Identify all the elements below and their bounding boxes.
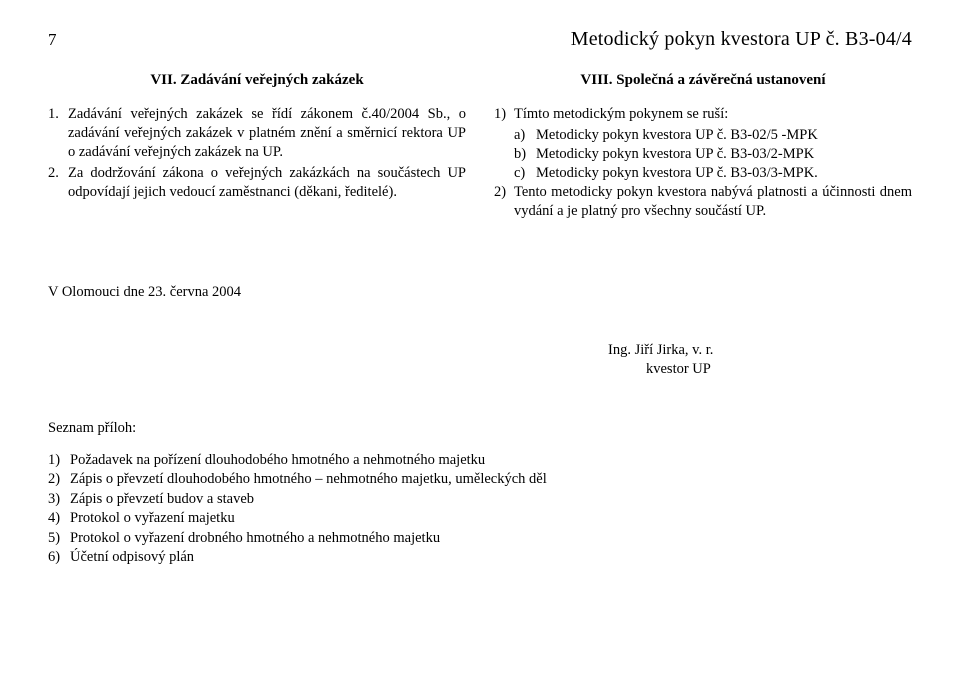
- sub-text: Metodicky pokyn kvestora UP č. B3-02/5 -…: [536, 126, 912, 145]
- item-text: Za dodržování zákona o veřejných zakázká…: [68, 164, 466, 202]
- attachment-text: Zápis o převzetí budov a staveb: [70, 490, 912, 510]
- attachment-number: 2): [48, 470, 70, 490]
- sub-text: Metodicky pokyn kvestora UP č. B3-03/3-M…: [536, 164, 912, 183]
- sub-text: Metodicky pokyn kvestora UP č. B3-03/2-M…: [536, 145, 912, 164]
- item-text: Zadávání veřejných zakázek se řídí zákon…: [68, 105, 466, 162]
- list-item: 1) Tímto metodickým pokynem se ruší:: [494, 105, 912, 124]
- attachments-label: Seznam příloh:: [48, 420, 912, 437]
- attachment-item: 3) Zápis o převzetí budov a staveb: [48, 490, 912, 510]
- header-row: 7 Metodický pokyn kvestora UP č. B3-04/4: [48, 28, 912, 51]
- attachments-list: 1) Požadavek na pořízení dlouhodobého hm…: [48, 451, 912, 568]
- item-number: 1.: [48, 105, 68, 162]
- sub-item: b) Metodicky pokyn kvestora UP č. B3-03/…: [494, 145, 912, 164]
- sub-letter: b): [514, 145, 536, 164]
- signature-role: kvestor UP: [608, 360, 912, 380]
- list-item: 1. Zadávání veřejných zakázek se řídí zá…: [48, 105, 466, 162]
- attachment-number: 1): [48, 451, 70, 471]
- attachment-item: 4) Protokol o vyřazení majetku: [48, 509, 912, 529]
- signature-name: Ing. Jiří Jirka, v. r.: [608, 341, 912, 361]
- attachment-item: 2) Zápis o převzetí dlouhodobého hmotnéh…: [48, 470, 912, 490]
- section-heading-viii: VIII. Společná a závěrečná ustanovení: [494, 71, 912, 91]
- attachment-text: Zápis o převzetí dlouhodobého hmotného –…: [70, 470, 912, 490]
- item-number: 2.: [48, 164, 68, 202]
- attachment-number: 6): [48, 548, 70, 568]
- page-number: 7: [48, 30, 57, 50]
- date-line: V Olomouci dne 23. června 2004: [48, 284, 912, 301]
- attachment-text: Protokol o vyřazení drobného hmotného a …: [70, 529, 912, 549]
- item-number: 2): [494, 183, 514, 221]
- left-column: VII. Zadávání veřejných zakázek 1. Zadáv…: [48, 71, 466, 224]
- list-item: 2) Tento metodicky pokyn kvestora nabývá…: [494, 183, 912, 221]
- signature-block: Ing. Jiří Jirka, v. r. kvestor UP: [608, 341, 912, 380]
- attachment-item: 1) Požadavek na pořízení dlouhodobého hm…: [48, 451, 912, 471]
- attachment-item: 6) Účetní odpisový plán: [48, 548, 912, 568]
- sub-letter: c): [514, 164, 536, 183]
- two-column-body: VII. Zadávání veřejných zakázek 1. Zadáv…: [48, 71, 912, 224]
- attachment-text: Protokol o vyřazení majetku: [70, 509, 912, 529]
- sub-letter: a): [514, 126, 536, 145]
- attachment-number: 5): [48, 529, 70, 549]
- sub-item: c) Metodicky pokyn kvestora UP č. B3-03/…: [494, 164, 912, 183]
- attachment-number: 4): [48, 509, 70, 529]
- attachment-text: Účetní odpisový plán: [70, 548, 912, 568]
- item-number: 1): [494, 105, 514, 124]
- list-item: 2. Za dodržování zákona o veřejných zaká…: [48, 164, 466, 202]
- document-title: Metodický pokyn kvestora UP č. B3-04/4: [571, 28, 912, 51]
- section-heading-vii: VII. Zadávání veřejných zakázek: [48, 71, 466, 91]
- attachment-item: 5) Protokol o vyřazení drobného hmotného…: [48, 529, 912, 549]
- attachment-number: 3): [48, 490, 70, 510]
- sub-item: a) Metodicky pokyn kvestora UP č. B3-02/…: [494, 126, 912, 145]
- item-text: Tímto metodickým pokynem se ruší:: [514, 105, 912, 124]
- right-column: VIII. Společná a závěrečná ustanovení 1)…: [494, 71, 912, 224]
- item-text: Tento metodicky pokyn kvestora nabývá pl…: [514, 183, 912, 221]
- attachment-text: Požadavek na pořízení dlouhodobého hmotn…: [70, 451, 912, 471]
